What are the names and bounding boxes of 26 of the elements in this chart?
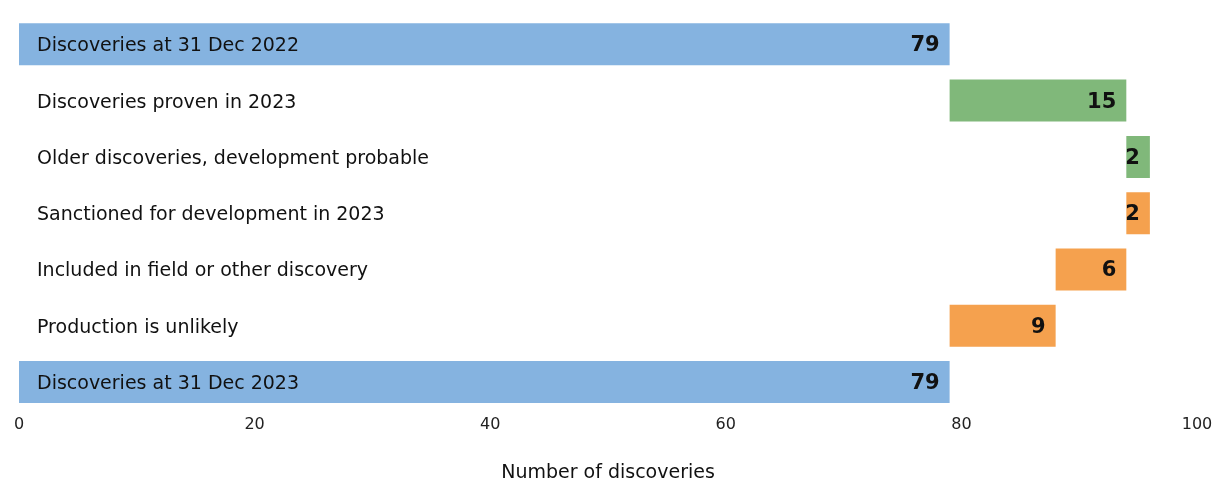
y-tick-label: Production is unlikely	[37, 314, 239, 337]
y-tick-label: Sanctioned for development in 2023	[37, 202, 385, 225]
bar	[19, 361, 950, 404]
x-tick-label: 20	[244, 414, 265, 434]
x-tick-label: 80	[951, 414, 972, 434]
data-label: 2	[1125, 201, 1140, 226]
bar	[1055, 248, 1127, 291]
data-label: 79	[910, 32, 940, 57]
x-tick-label: 0	[13, 414, 25, 434]
bar	[949, 304, 1056, 347]
x-tick-label: 40	[480, 414, 501, 434]
bar	[19, 23, 950, 66]
y-tick-label: Included in field or other discovery	[37, 258, 369, 281]
y-tick-label: Discoveries at 31 Dec 2023	[37, 371, 300, 394]
data-label: 79	[910, 370, 940, 395]
y-tick-label: Discoveries at 31 Dec 2022	[37, 33, 300, 56]
data-label: 9	[1031, 313, 1046, 338]
x-axis-title: Number of discoveries	[501, 460, 715, 482]
x-tick-label: 60	[715, 414, 736, 434]
bar	[949, 79, 1127, 122]
data-label: 6	[1101, 257, 1117, 282]
y-tick-label: Older discoveries, development probable	[37, 145, 430, 168]
data-label: 15	[1087, 88, 1117, 113]
x-tick-label: 100	[1181, 414, 1212, 434]
y-tick-label: Discoveries proven in 2023	[37, 89, 297, 112]
data-label: 2	[1125, 144, 1140, 169]
